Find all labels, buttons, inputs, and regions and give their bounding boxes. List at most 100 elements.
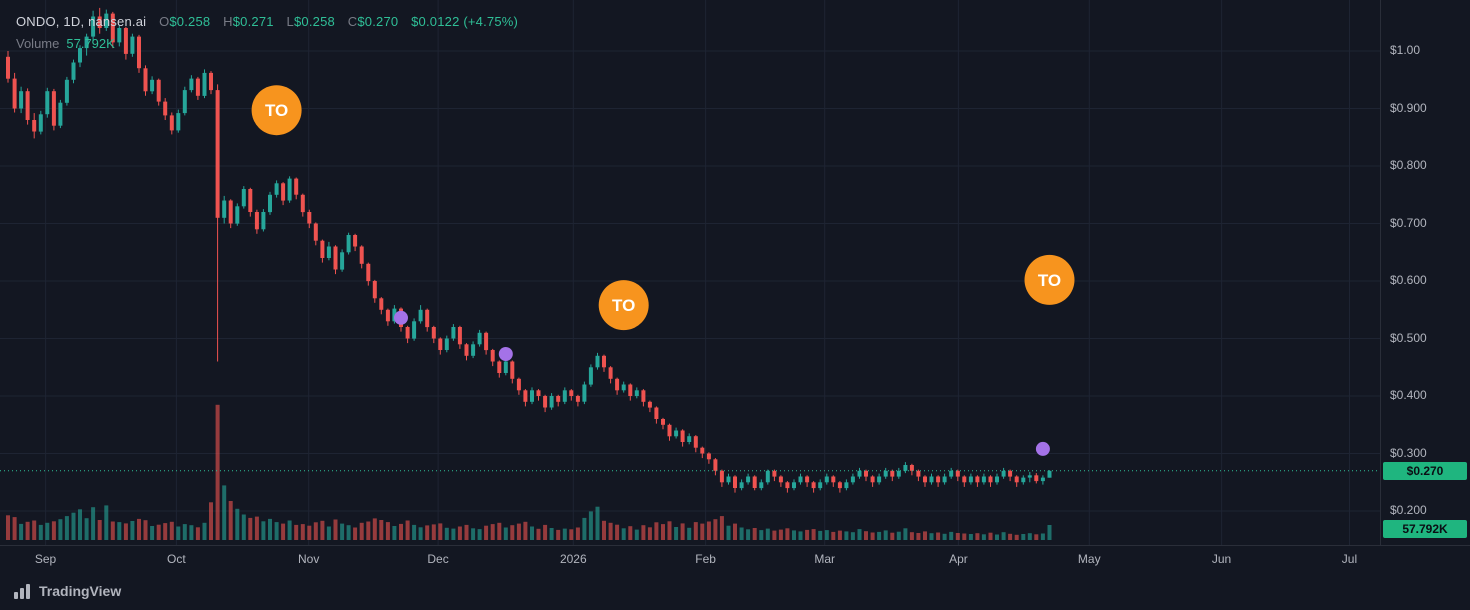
volume-bar (333, 519, 338, 540)
event-badge-TO[interactable]: TO (1024, 254, 1075, 305)
volume-bar (726, 525, 731, 540)
event-marker-dot[interactable] (1035, 441, 1050, 456)
volume-bar (516, 523, 521, 540)
candle-body (844, 482, 849, 489)
volume-bar (988, 532, 993, 540)
volume-bar (1014, 534, 1019, 540)
svg-text:TO: TO (1038, 271, 1061, 290)
candle-body (379, 298, 384, 310)
volume-bar (647, 527, 652, 540)
volume-bar (975, 533, 980, 540)
candle-body (189, 78, 194, 91)
tradingview-logo[interactable]: TradingView (14, 583, 121, 599)
price-chart-canvas[interactable]: TO TO TO (0, 0, 1380, 545)
volume-bar (981, 534, 986, 540)
volume-bar (923, 531, 927, 540)
volume-bar (176, 526, 181, 540)
volume-bar (484, 525, 489, 540)
time-tick-label: Apr (949, 552, 968, 566)
candle-body (962, 476, 967, 483)
candle-body (903, 465, 908, 471)
volume-bar (25, 521, 30, 540)
volume-bar (359, 522, 364, 540)
candle-body (110, 13, 115, 43)
volume-bar (621, 528, 626, 540)
volume-bar (962, 533, 967, 540)
candle-body (431, 327, 436, 339)
volume-bar (818, 530, 823, 540)
volume-bar (536, 528, 541, 540)
candle-body (739, 482, 744, 489)
volume-bar (667, 521, 672, 540)
candle-body (975, 476, 980, 483)
volume-bar (916, 533, 921, 540)
symbol-title[interactable]: ONDO, 1D, nansen.ai (16, 14, 147, 29)
volume-bar (877, 531, 882, 540)
candle-body (248, 189, 253, 212)
price-tick-label: $0.500 (1390, 330, 1427, 345)
price-tick-label: $0.800 (1390, 158, 1427, 172)
volume-bar (19, 523, 24, 540)
candle-body (209, 72, 213, 91)
volume-bar (700, 523, 705, 540)
volume-bar (595, 506, 600, 540)
symbol-legend-row[interactable]: ONDO, 1D, nansen.ai O$0.258 H$0.271 L$0.… (16, 14, 518, 29)
volume-bar (1021, 534, 1026, 540)
candle-body (700, 447, 705, 454)
event-marker-dot[interactable] (498, 347, 513, 361)
candle-body (64, 79, 69, 103)
volume-bar (510, 525, 515, 540)
candle-body (890, 470, 895, 477)
candle-body (274, 183, 279, 195)
candle-body (929, 476, 934, 483)
event-badge-TO[interactable]: TO (251, 85, 302, 136)
volume-bar (713, 519, 718, 540)
candle-body (254, 212, 259, 230)
low-key: L (286, 14, 294, 29)
time-tick-label: Mar (814, 552, 835, 566)
price-tick-label: $0.700 (1390, 215, 1427, 230)
candle-body (654, 407, 659, 419)
candle-body (490, 350, 495, 362)
volume-bar (995, 534, 999, 540)
event-marker-dot[interactable] (394, 310, 408, 325)
last-price-axis-label: $0.270 (1383, 461, 1467, 480)
candle-body (955, 470, 960, 477)
volume-bar (385, 522, 390, 540)
volume-bar (117, 522, 122, 540)
volume-bar (254, 516, 259, 540)
volume-bar (530, 526, 534, 540)
event-badge-TO[interactable]: TO (598, 280, 649, 331)
volume-bar (451, 528, 456, 540)
volume-bar (104, 505, 109, 540)
candle-body (320, 240, 325, 258)
volume-bar (955, 533, 960, 540)
volume-bar (719, 516, 724, 540)
time-axis[interactable]: Sep Oct Nov Dec 2026 Feb Mar Apr May Jun Jul (0, 545, 1470, 572)
volume-bar (84, 518, 89, 540)
volume-bar (661, 524, 665, 540)
candle-body (503, 361, 508, 373)
candle-body (556, 396, 561, 402)
price-axis[interactable]: $1.00 $0.900 $0.800 $0.700 $0.600 $0.500 $0.40… (1380, 0, 1470, 545)
price-tick-label: $0.300 (1390, 445, 1427, 460)
candle-body (877, 476, 882, 483)
volume-legend-row[interactable]: Volume 57.792K (16, 36, 518, 51)
candle-body (765, 470, 770, 483)
volume-bar (195, 527, 200, 540)
volume-bar (1034, 534, 1039, 540)
volume-bar (241, 514, 246, 540)
candle-body (785, 482, 790, 489)
volume-bar (805, 529, 810, 540)
candle-body (346, 235, 351, 253)
candle-body (215, 90, 220, 218)
volume-bar (562, 528, 567, 540)
high-key: H (223, 14, 233, 29)
candle-body (1014, 476, 1019, 483)
chart-legend: ONDO, 1D, nansen.ai O$0.258 H$0.271 L$0.… (16, 14, 518, 51)
volume-bar (228, 501, 233, 540)
volume-bar (759, 530, 764, 540)
candle-body (300, 194, 305, 213)
candle-body (163, 101, 168, 116)
volume-bar (582, 517, 587, 540)
